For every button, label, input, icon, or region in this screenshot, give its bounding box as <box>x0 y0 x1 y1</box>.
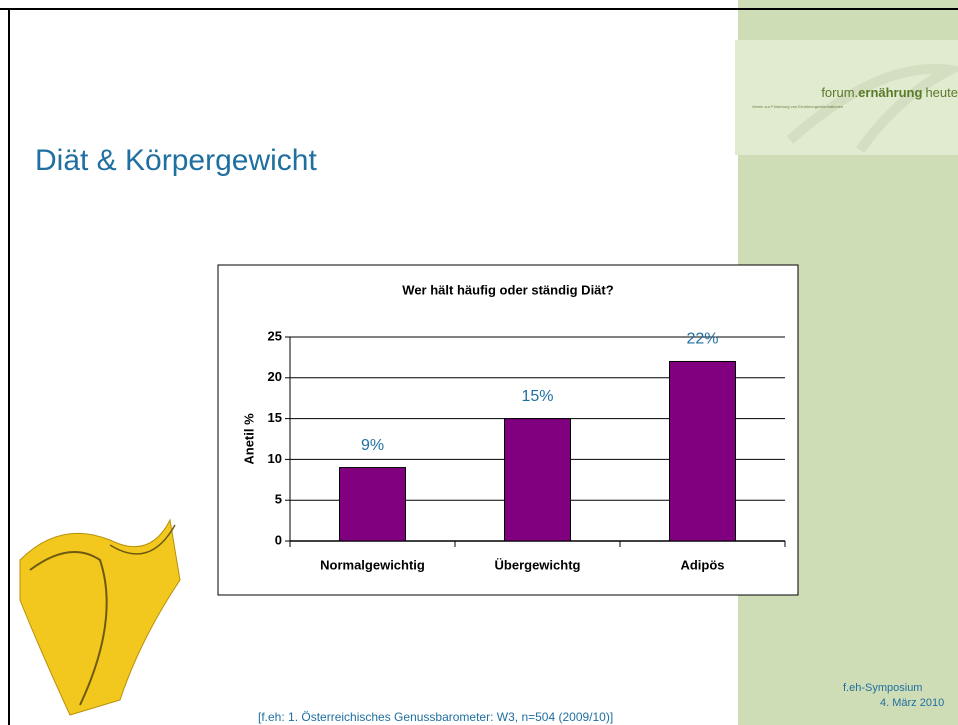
source-note: [f.eh: 1. Österreichisches Genussbaromet… <box>258 710 613 724</box>
bar <box>340 468 406 541</box>
value-label: 9% <box>361 437 384 454</box>
logo-suffix: heute <box>925 85 958 100</box>
logo-subtitle: Verein zur Förderung von Ernährungsinfor… <box>752 104 843 109</box>
x-tick-label: Adipös <box>680 557 724 572</box>
logo-prefix: forum. <box>821 85 858 100</box>
logo-bold: ernährung <box>858 85 922 100</box>
bar <box>670 361 736 541</box>
slide: forum.ernährungheute Verein zur Förderun… <box>0 0 958 725</box>
bar <box>505 419 571 541</box>
page: forum.ernährungheute Verein zur Förderun… <box>0 0 958 725</box>
event-date: 4. März 2010 <box>880 697 944 709</box>
y-tick-label: 10 <box>268 451 282 466</box>
chart-title: Wer hält häufig oder ständig Diät? <box>402 282 613 297</box>
y-tick-label: 0 <box>275 532 282 547</box>
value-label: 15% <box>521 388 553 405</box>
y-axis-label: Anetil % <box>241 413 256 465</box>
x-tick-label: Normalgewichtig <box>320 557 425 572</box>
slide-title: Diät & Körpergewicht <box>35 144 317 177</box>
y-tick-label: 5 <box>275 492 282 507</box>
y-tick-label: 25 <box>268 328 282 343</box>
y-tick-label: 15 <box>268 410 282 425</box>
x-tick-label: Übergewichtg <box>495 557 581 572</box>
value-label: 22% <box>686 331 718 348</box>
event-name: f.eh-Symposium <box>843 682 922 694</box>
y-tick-label: 20 <box>268 369 282 384</box>
